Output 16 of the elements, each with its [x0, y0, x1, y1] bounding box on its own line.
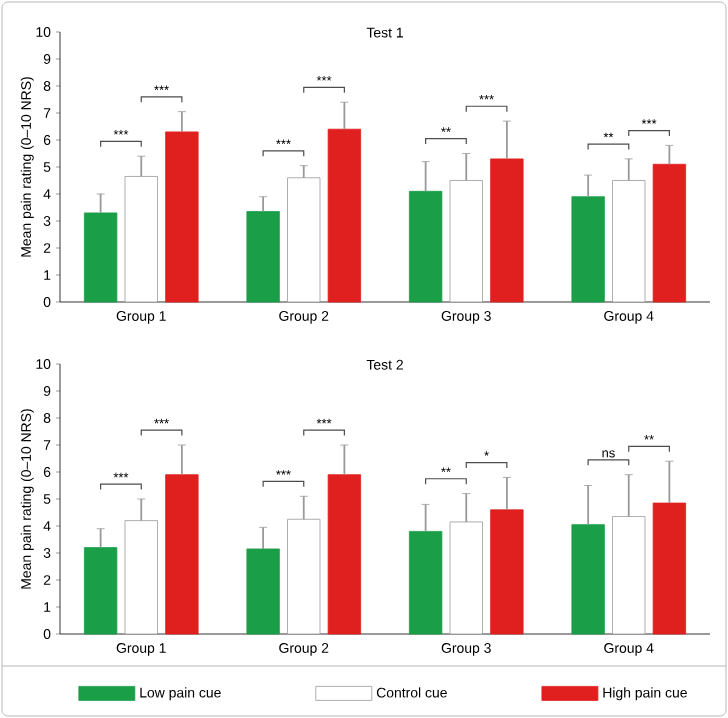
bar — [571, 524, 605, 635]
bar — [408, 190, 443, 303]
bar — [490, 158, 524, 303]
bar — [165, 131, 199, 303]
bar — [165, 474, 199, 635]
bar — [327, 474, 362, 635]
bar — [490, 509, 524, 635]
bar — [571, 196, 605, 303]
bar — [83, 547, 118, 635]
bar — [83, 212, 118, 303]
bar — [408, 531, 443, 635]
bar — [246, 548, 280, 635]
bar — [652, 502, 687, 635]
bar — [652, 163, 687, 303]
bar — [327, 128, 362, 303]
bar — [246, 211, 280, 303]
